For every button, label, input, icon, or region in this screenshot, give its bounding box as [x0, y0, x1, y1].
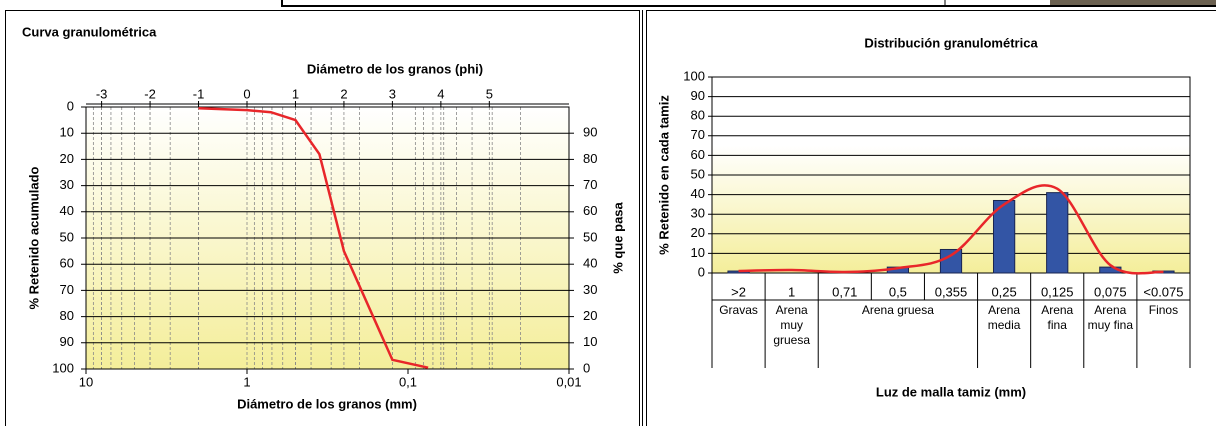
x-tick-label: >2	[731, 284, 746, 299]
x-tick-label: 10	[79, 374, 93, 389]
group-label: Arena muy gruesa	[773, 303, 811, 347]
y-axis-title: % Retenido en cada tamiz	[656, 95, 671, 255]
data-line	[198, 107, 429, 369]
x-axis-title: Luz de malla tamiz (mm)	[876, 384, 1026, 399]
y-tick-label: 0	[698, 264, 705, 279]
x-tick-label: 0,1	[399, 374, 417, 389]
x-tick-label: 0,71	[832, 284, 857, 299]
bar	[939, 248, 963, 274]
y-tick-label: 10	[691, 245, 705, 260]
y-tick-label: 40	[691, 186, 705, 201]
y-tick-label: 80	[60, 308, 74, 323]
x2-axis-title: Diámetro de los granos (phi)	[307, 61, 483, 76]
chart-title: Distribución granulométrica	[864, 35, 1038, 50]
y2-tick-label: 10	[583, 334, 597, 349]
bar	[1046, 192, 1069, 274]
x2-tick-label: 3	[389, 86, 396, 101]
x-tick-label: 1	[243, 374, 250, 389]
smooth-line	[738, 184, 1164, 275]
y-tick-label: 30	[691, 206, 705, 221]
x-tick-label: 0,125	[1041, 284, 1074, 299]
x2-tick-label: 5	[486, 86, 493, 101]
top-strip	[281, 0, 1216, 7]
x2-tick-label: 2	[340, 86, 347, 101]
x2-tick-label: -3	[96, 86, 108, 101]
group-label: Gravas	[719, 303, 758, 317]
chart-title: Curva granulométrica	[22, 24, 157, 39]
group-label: Arena media	[987, 303, 1021, 332]
top-image	[1050, 0, 1216, 5]
y2-tick-label: 20	[583, 308, 597, 323]
y-tick-label: 90	[60, 334, 74, 349]
x2-tick-label: -2	[144, 86, 156, 101]
x-tick-label: 0,355	[935, 284, 968, 299]
y-tick-label: 20	[691, 225, 705, 240]
bar	[992, 199, 1016, 274]
x2-tick-label: 1	[292, 86, 299, 101]
x-tick-label: 1	[788, 284, 795, 299]
y2-tick-label: 70	[583, 177, 597, 192]
group-label: Arena muy fina	[1087, 303, 1133, 332]
y-tick-label: 20	[60, 151, 74, 166]
x-tick-label: <0.075	[1143, 284, 1183, 299]
y-tick-label: 50	[60, 229, 74, 244]
y2-tick-label: 0	[583, 360, 590, 375]
y-tick-label: 50	[691, 166, 705, 181]
y2-tick-label: 80	[583, 151, 597, 166]
y2-tick-label: 60	[583, 203, 597, 218]
y-tick-label: 10	[60, 125, 74, 140]
group-label: Arena gruesa	[861, 303, 934, 317]
y-tick-label: 70	[60, 282, 74, 297]
y-tick-label: 70	[691, 127, 705, 142]
x-tick-label: 0,075	[1094, 284, 1127, 299]
y2-tick-label: 30	[583, 282, 597, 297]
y-tick-label: 80	[691, 108, 705, 123]
y2-tick-label: 40	[583, 256, 597, 271]
group-label: Finos	[1148, 303, 1179, 317]
y-axis-title: % Retenido acumulado	[26, 166, 41, 309]
x-axis-title: Diámetro de los granos (mm)	[237, 396, 417, 411]
y-tick-label: 30	[60, 177, 74, 192]
x-tick-label: 0,25	[991, 284, 1016, 299]
y-tick-label: 100	[683, 68, 705, 83]
y2-tick-label: 90	[583, 125, 597, 140]
y2-axis-title: % que pasa	[610, 201, 625, 273]
y-tick-label: 0	[67, 98, 74, 113]
y-tick-label: 40	[60, 203, 74, 218]
x2-tick-label: 4	[437, 86, 444, 101]
y-tick-label: 90	[691, 88, 705, 103]
x2-tick-label: 0	[243, 86, 250, 101]
y-tick-label: 100	[52, 360, 74, 375]
x-tick-label: 0,5	[889, 284, 907, 299]
y-tick-label: 60	[60, 256, 74, 271]
y2-tick-label: 50	[583, 229, 597, 244]
y-tick-label: 60	[691, 147, 705, 162]
x2-tick-label: -1	[193, 86, 205, 101]
x-tick-label: 0,01	[556, 374, 581, 389]
group-label: Arena fina	[1041, 303, 1074, 332]
